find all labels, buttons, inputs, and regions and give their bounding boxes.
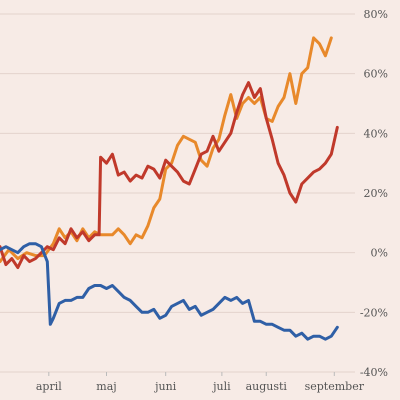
x-tick-label: september	[305, 380, 365, 393]
x-axis-tick-labels: april maj juni juli augusti september	[36, 372, 365, 393]
grid-lines	[0, 13, 355, 373]
y-tick-label: 60%	[364, 68, 388, 81]
y-tick-label: -20%	[360, 306, 388, 319]
y-tick-label: 20%	[364, 187, 388, 200]
series-lines	[0, 36, 339, 341]
y-tick-label: 40%	[364, 127, 388, 140]
x-tick-label: augusti	[246, 380, 288, 393]
x-tick-label: juli	[211, 380, 231, 393]
x-tick-label: april	[36, 380, 62, 393]
y-tick-label: 0%	[371, 247, 388, 260]
series-line-2	[0, 81, 339, 270]
x-tick-label: juni	[153, 380, 177, 393]
y-tick-label: -40%	[360, 366, 388, 379]
series-line-1	[0, 36, 333, 264]
y-axis-tick-labels: 80% 60% 40% 20% 0% -20% -40%	[360, 8, 388, 379]
series-line-3	[0, 242, 339, 341]
y-tick-label: 80%	[364, 8, 388, 21]
x-tick-label: maj	[96, 380, 116, 393]
